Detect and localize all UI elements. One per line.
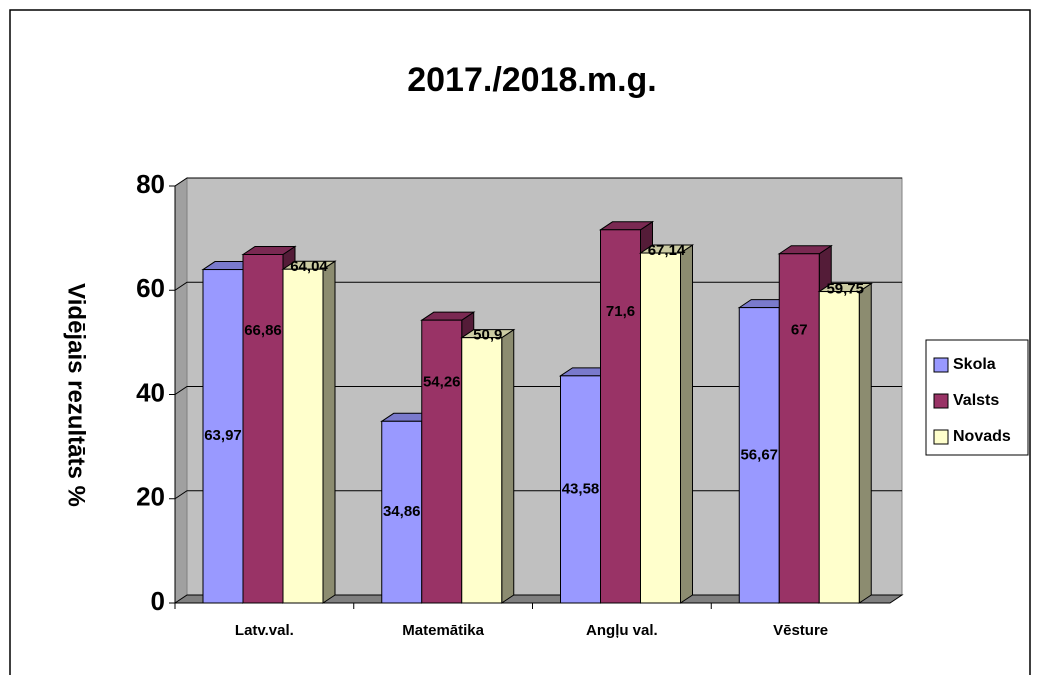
y-axis-label: Vidējais rezultāts %	[63, 283, 90, 507]
bar-side	[858, 282, 872, 604]
x-tick-label: Vēsture	[773, 622, 828, 639]
value-label: 66,86	[244, 322, 282, 339]
value-label: 67,14	[648, 242, 686, 259]
legend-swatch	[933, 429, 949, 445]
bar	[818, 291, 860, 604]
bar	[381, 420, 423, 604]
bar	[778, 253, 820, 604]
x-tick-label: Latv.val.	[235, 622, 294, 639]
y-tick-label: 80	[136, 169, 165, 199]
chart-title: 2017./2018.m.g.	[407, 61, 657, 99]
bar	[461, 337, 503, 604]
legend-label: Skola	[953, 356, 996, 373]
grid-line	[174, 177, 902, 187]
y-tick-label: 0	[151, 586, 165, 616]
chart-border	[9, 9, 1031, 675]
value-label: 43,58	[562, 480, 600, 497]
x-tick-label: Angļu val.	[586, 622, 658, 639]
bar	[738, 307, 780, 604]
bar	[282, 268, 324, 604]
bar	[202, 269, 244, 604]
bar-side	[501, 328, 515, 604]
bar-side	[322, 260, 336, 604]
bar	[600, 229, 641, 604]
bar-side	[680, 244, 693, 604]
y-tick-label: 40	[136, 377, 165, 407]
legend-label: Novads	[953, 428, 1011, 445]
bar	[242, 253, 284, 604]
bar	[640, 252, 681, 604]
legend-label: Valsts	[953, 392, 999, 409]
value-label: 54,26	[423, 373, 461, 390]
bar	[421, 319, 463, 604]
value-label: 63,97	[204, 427, 242, 444]
value-label: 64,04	[290, 258, 328, 275]
value-label: 67	[791, 322, 808, 339]
bar	[560, 375, 601, 604]
value-label: 59,75	[826, 281, 864, 298]
value-label: 56,67	[740, 446, 778, 463]
x-tick-label: Matemātika	[402, 622, 484, 639]
legend-swatch	[933, 393, 949, 409]
y-tick-label: 20	[136, 482, 165, 512]
value-label: 34,86	[383, 503, 421, 520]
value-label: 50,9	[473, 327, 502, 344]
legend-swatch	[933, 357, 949, 373]
value-label: 71,6	[606, 303, 635, 320]
y-tick-label: 60	[136, 273, 165, 303]
